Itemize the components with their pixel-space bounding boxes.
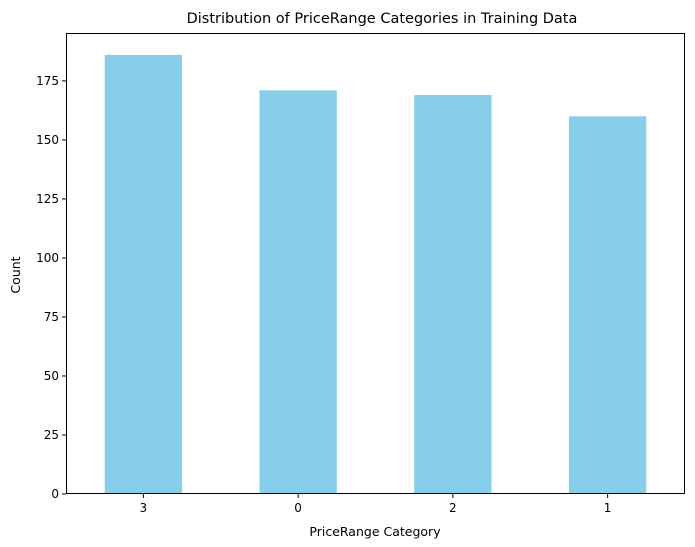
bars-group — [104, 54, 647, 495]
y-tick-label: 175 — [36, 74, 59, 88]
plot-frame — [66, 33, 685, 494]
bar-2 — [414, 95, 492, 495]
y-tick-label: 25 — [44, 428, 59, 442]
y-axis-label: Count — [8, 256, 23, 293]
x-axis-ticks: 3 0 2 1 — [140, 494, 612, 515]
x-axis-label: PriceRange Category — [309, 524, 441, 539]
bar-3 — [104, 54, 183, 494]
y-tick-label: 150 — [36, 133, 59, 147]
y-tick-label: 75 — [44, 310, 59, 324]
y-tick-label: 50 — [44, 369, 59, 383]
x-tick-label: 1 — [604, 501, 612, 515]
x-tick-label: 3 — [140, 501, 148, 515]
chart-title: Distribution of PriceRange Categories in… — [187, 11, 578, 27]
bar-1 — [568, 116, 647, 494]
y-tick-label: 0 — [51, 487, 59, 501]
y-tick-label: 125 — [36, 192, 59, 206]
bar-0 — [259, 90, 337, 495]
x-tick-label: 2 — [449, 501, 457, 515]
x-tick-label: 0 — [294, 501, 302, 515]
y-tick-label: 100 — [36, 251, 59, 265]
y-axis-ticks: 0 25 50 75 100 125 150 175 — [36, 74, 66, 501]
